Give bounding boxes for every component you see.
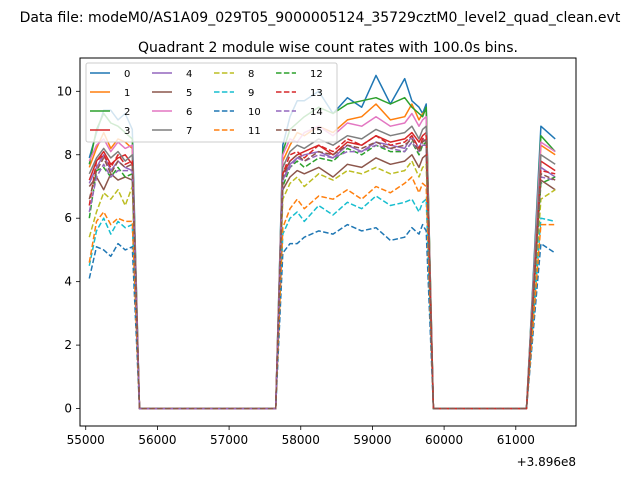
axes-frame [79, 57, 577, 427]
legend-label-10: 10 [248, 107, 261, 118]
y-tick-label: 0 [64, 402, 72, 416]
series-line-1 [88, 103, 556, 410]
legend-label-8: 8 [248, 69, 254, 80]
legend-label-12: 12 [310, 69, 323, 80]
series-line-13 [88, 134, 556, 410]
x-tick-label: 58000 [282, 433, 320, 447]
legend-label-14: 14 [310, 107, 323, 118]
y-tick-label: 10 [57, 84, 72, 98]
legend-label-11: 11 [248, 126, 261, 137]
legend-label-9: 9 [248, 88, 254, 99]
series-line-14 [88, 141, 556, 410]
series-line-11 [88, 176, 556, 410]
series-line-7 [88, 125, 556, 410]
y-tick-label: 6 [64, 211, 72, 225]
x-tick-label: 55000 [67, 433, 105, 447]
series-line-3 [88, 131, 556, 410]
plot-area [88, 74, 556, 410]
series-line-9 [88, 195, 556, 410]
legend-label-1: 1 [124, 88, 130, 99]
x-tick-label: 59000 [353, 433, 391, 447]
legend-label-6: 6 [186, 107, 192, 118]
x-tick-label: 61000 [497, 433, 535, 447]
legend-label-13: 13 [310, 88, 323, 99]
legend-box [85, 62, 338, 143]
y-tick-label: 4 [64, 275, 72, 289]
series-line-4 [88, 134, 556, 410]
x-offset-label: +3.896e8 [517, 455, 576, 469]
figure-suptitle: Data file: modeM0/AS1A09_029T05_90000051… [20, 10, 621, 26]
series-line-12 [88, 141, 556, 410]
chart-title: Quadrant 2 module wise count rates with … [138, 40, 518, 56]
legend-label-2: 2 [124, 107, 130, 118]
legend-label-15: 15 [310, 126, 323, 137]
legend-label-5: 5 [186, 88, 192, 99]
legend-label-3: 3 [124, 126, 130, 137]
x-tick-label: 57000 [210, 433, 248, 447]
series-line-6 [88, 112, 556, 410]
x-tick-label: 60000 [425, 433, 463, 447]
series-line-10 [88, 223, 556, 410]
legend-label-7: 7 [186, 126, 192, 137]
series-line-2 [88, 96, 556, 410]
legend-label-4: 4 [186, 69, 192, 80]
x-tick-label: 56000 [138, 433, 176, 447]
y-tick-label: 2 [64, 338, 72, 352]
series-line-8 [88, 160, 556, 410]
legend-label-0: 0 [124, 69, 130, 80]
axis-ticks: 55000 56000 57000 58000 59000 60000 61000 0 2 4 6 8… [57, 84, 535, 447]
series-line-5 [88, 154, 556, 410]
series-line-15 [88, 138, 556, 410]
y-tick-label: 8 [64, 148, 72, 162]
